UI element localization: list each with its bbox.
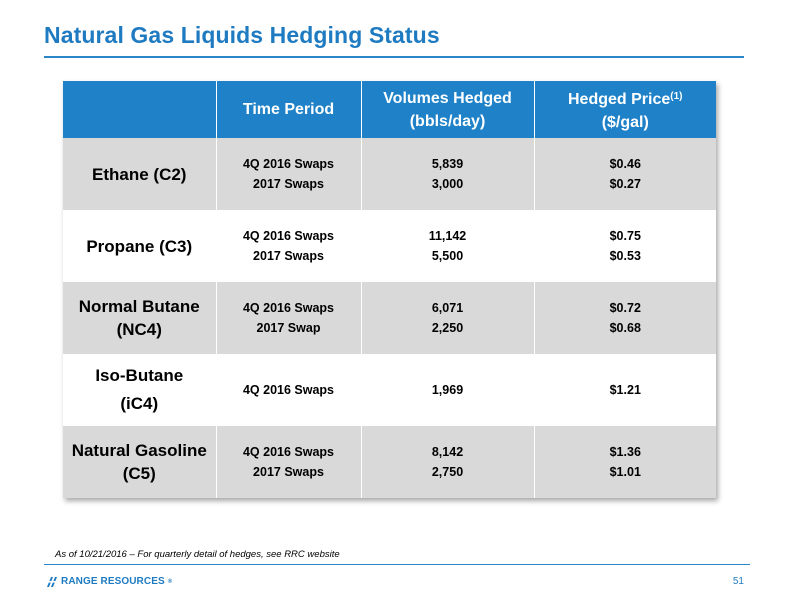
price-value: $0.53 bbox=[609, 249, 641, 263]
logo-mark-icon bbox=[47, 576, 58, 587]
page-number: 51 bbox=[732, 576, 744, 587]
product-cell: Normal Butane (NC4) bbox=[63, 282, 217, 354]
product-name-line: (iC4) bbox=[120, 394, 159, 413]
volume-value: 2,750 bbox=[431, 465, 464, 479]
price-value: $1.21 bbox=[609, 383, 641, 397]
header-price-line1-wrap: Hedged Price(1) bbox=[535, 85, 717, 111]
logo-registered-mark: ® bbox=[167, 578, 173, 585]
time-period-cell: 4Q 2016 Swaps bbox=[216, 354, 362, 426]
price-cell: $0.75 $0.53 bbox=[534, 210, 716, 282]
volume-value: 3,000 bbox=[431, 177, 464, 191]
header-price-line1: Hedged Price bbox=[568, 91, 671, 108]
time-period-line: 2017 Swaps bbox=[253, 249, 324, 263]
time-period-cell: 4Q 2016 Swaps 2017 Swap bbox=[216, 282, 362, 354]
product-name-line: Natural Gasoline bbox=[71, 441, 207, 460]
slide-title: Natural Gas Liquids Hedging Status bbox=[44, 22, 440, 48]
time-period-cell: 4Q 2016 Swaps 2017 Swaps bbox=[216, 138, 362, 210]
product-name-line: Iso-Butane bbox=[95, 366, 184, 385]
table-row: Normal Butane (NC4) 4Q 2016 Swaps 2017 Swap… bbox=[63, 282, 716, 354]
product-name-line: (C5) bbox=[122, 464, 156, 483]
time-period-line: 4Q 2016 Swaps bbox=[242, 383, 335, 397]
product-name-line: Normal Butane bbox=[78, 297, 200, 316]
time-period-line: 4Q 2016 Swaps bbox=[242, 229, 335, 243]
volume-cell: 11,142 5,500 bbox=[361, 210, 535, 282]
volume-value: 1,969 bbox=[431, 383, 464, 397]
price-cell: $1.21 bbox=[534, 354, 716, 426]
price-cell: $0.72 $0.68 bbox=[534, 282, 716, 354]
volume-value: 5,500 bbox=[431, 249, 464, 263]
header-time-period: Time Period bbox=[216, 81, 362, 138]
header-volumes-line2: (bbls/day) bbox=[409, 112, 486, 130]
volume-value: 5,839 bbox=[431, 157, 464, 171]
table-row: Ethane (C2) 4Q 2016 Swaps 2017 Swaps 5,839 3… bbox=[63, 138, 716, 210]
footer-divider bbox=[44, 564, 750, 565]
price-value: $0.72 bbox=[609, 301, 641, 315]
volume-cell: 6,071 2,250 bbox=[361, 282, 535, 354]
volume-cell: 5,839 3,000 bbox=[361, 138, 535, 210]
header-price-line2: ($/gal) bbox=[601, 114, 649, 131]
volume-value: 2,250 bbox=[431, 321, 464, 335]
product-name-line: (NC4) bbox=[116, 320, 162, 339]
hedging-table: Time Period Volumes Hedged (bbls/day) He… bbox=[63, 81, 716, 498]
volume-cell: 8,142 2,750 bbox=[361, 426, 535, 498]
price-cell: $0.46 $0.27 bbox=[534, 138, 716, 210]
header-product bbox=[63, 81, 217, 138]
time-period-line: 2017 Swaps bbox=[253, 177, 324, 191]
price-value: $1.01 bbox=[609, 465, 641, 479]
header-volumes-line1: Volumes Hedged bbox=[383, 89, 512, 107]
table-row: Natural Gasoline (C5) 4Q 2016 Swaps 2017 Sw… bbox=[63, 426, 716, 498]
price-value: $0.68 bbox=[609, 321, 641, 335]
time-period-cell: 4Q 2016 Swaps 2017 Swaps bbox=[216, 210, 362, 282]
title-divider bbox=[44, 56, 744, 58]
logo-text: RANGE RESOURCES bbox=[61, 576, 165, 587]
price-cell: $1.36 $1.01 bbox=[534, 426, 716, 498]
time-period-line: 4Q 2016 Swaps bbox=[242, 157, 335, 171]
time-period-cell: 4Q 2016 Swaps 2017 Swaps bbox=[216, 426, 362, 498]
header-volumes: Volumes Hedged (bbls/day) bbox=[361, 81, 535, 138]
company-logo: RANGE RESOURCES ® bbox=[47, 576, 172, 587]
table-header-row: Time Period Volumes Hedged (bbls/day) He… bbox=[63, 81, 716, 138]
price-value: $0.27 bbox=[609, 177, 641, 191]
footnote: As of 10/21/2016 – For quarterly detail … bbox=[55, 549, 340, 560]
time-period-line: 4Q 2016 Swaps bbox=[242, 445, 335, 459]
price-value: $1.36 bbox=[609, 445, 641, 459]
time-period-line: 2017 Swaps bbox=[253, 465, 324, 479]
volume-cell: 1,969 bbox=[361, 354, 535, 426]
product-cell: Ethane (C2) bbox=[63, 138, 217, 210]
price-value: $0.75 bbox=[609, 229, 641, 243]
product-name-line: Ethane (C2) bbox=[92, 164, 187, 184]
product-cell: Iso-Butane (iC4) bbox=[63, 354, 217, 426]
volume-value: 8,142 bbox=[431, 445, 464, 459]
price-value: $0.46 bbox=[609, 157, 641, 171]
product-name-line: Propane (C3) bbox=[86, 236, 193, 256]
time-period-line: 2017 Swap bbox=[256, 321, 321, 335]
hedging-table-container: Time Period Volumes Hedged (bbls/day) He… bbox=[63, 81, 716, 498]
product-cell: Natural Gasoline (C5) bbox=[63, 426, 217, 498]
header-time-period-label: Time Period bbox=[242, 101, 335, 118]
product-cell: Propane (C3) bbox=[63, 210, 217, 282]
header-price: Hedged Price(1) ($/gal) bbox=[534, 81, 716, 138]
time-period-line: 4Q 2016 Swaps bbox=[242, 301, 335, 315]
table-row: Iso-Butane (iC4) 4Q 2016 Swaps 1,969 $1.21 bbox=[63, 354, 716, 426]
table-row: Propane (C3) 4Q 2016 Swaps 2017 Swaps 11,14… bbox=[63, 210, 716, 282]
table-body: Ethane (C2) 4Q 2016 Swaps 2017 Swaps 5,839 3… bbox=[63, 138, 716, 498]
volume-value: 6,071 bbox=[431, 301, 464, 315]
volume-value: 11,142 bbox=[428, 229, 467, 243]
header-price-footnote-marker: (1) bbox=[670, 91, 683, 102]
